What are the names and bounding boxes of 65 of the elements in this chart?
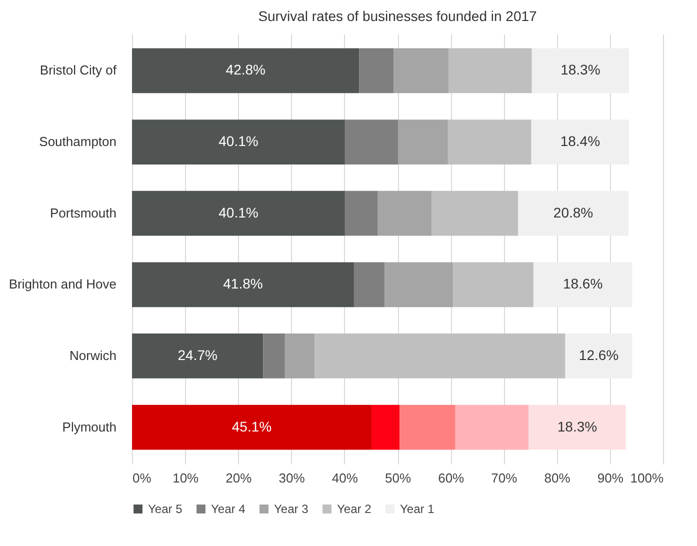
y-tick-label: Southampton xyxy=(39,134,116,150)
bar xyxy=(431,190,518,236)
bar xyxy=(400,404,456,450)
legend-label: Year 4 xyxy=(211,502,246,516)
bar xyxy=(314,334,566,378)
y-tick-label: Portsmouth xyxy=(50,205,116,220)
bar xyxy=(528,404,626,450)
data-label: 40.1% xyxy=(218,204,258,220)
data-label: 12.6% xyxy=(578,346,619,363)
data-label: 18.3% xyxy=(557,418,598,434)
bar xyxy=(448,120,532,164)
bar xyxy=(394,48,448,94)
y-tick-label: Brighton and Hove xyxy=(8,276,116,292)
x-tick-label: 100% xyxy=(630,470,664,486)
chart-title: Survival rates of businesses founded in 2017 xyxy=(258,8,538,24)
bar xyxy=(531,120,630,164)
data-label: 18.3% xyxy=(560,62,600,78)
data-label: 24.7% xyxy=(178,346,218,363)
bar xyxy=(384,262,454,308)
data-label: 20.8% xyxy=(553,204,594,220)
x-tick-label: 50% xyxy=(384,470,412,486)
data-label: 18.4% xyxy=(560,133,600,150)
bar xyxy=(398,120,448,164)
bar xyxy=(344,120,398,164)
x-tick-label: 60% xyxy=(438,470,465,486)
bar xyxy=(263,334,285,378)
data-label: 18.6% xyxy=(562,276,603,292)
bar xyxy=(448,48,532,94)
bar xyxy=(344,190,378,236)
bar xyxy=(132,190,345,236)
bar xyxy=(453,262,534,308)
bar xyxy=(565,334,632,378)
x-tick-label: 10% xyxy=(172,470,200,486)
bar xyxy=(378,190,432,236)
x-tick-label: 70% xyxy=(491,470,518,486)
data-label: 41.8% xyxy=(223,276,263,292)
x-tick-label: 30% xyxy=(278,470,306,486)
bar xyxy=(132,262,354,308)
x-tick-label: 80% xyxy=(544,470,571,486)
bar xyxy=(518,190,628,236)
bar xyxy=(354,262,385,308)
legend-label: Year 5 xyxy=(148,502,183,516)
bar xyxy=(132,48,360,94)
y-tick-label: Bristol City of xyxy=(40,62,117,78)
x-tick-label: 20% xyxy=(226,470,252,486)
x-tick-label: 40% xyxy=(332,470,358,486)
legend-label: Year 3 xyxy=(274,502,309,516)
data-label: 45.1% xyxy=(232,418,272,434)
bar xyxy=(371,404,400,450)
bar xyxy=(455,404,529,450)
data-label: 42.8% xyxy=(226,62,266,78)
y-tick-label: Plymouth xyxy=(62,419,116,434)
bar xyxy=(284,334,315,378)
legend-label: Year 1 xyxy=(400,502,435,516)
bar xyxy=(533,262,632,308)
bar xyxy=(359,48,394,94)
bar xyxy=(132,404,372,450)
y-tick-label: Norwich xyxy=(70,348,116,363)
bar xyxy=(132,334,264,378)
data-label: 40.1% xyxy=(218,133,258,150)
legend-label: Year 2 xyxy=(337,502,372,516)
bar xyxy=(532,48,630,94)
x-tick-label: 0% xyxy=(132,470,152,486)
x-tick-label: 90% xyxy=(597,470,624,486)
bar xyxy=(132,120,345,164)
